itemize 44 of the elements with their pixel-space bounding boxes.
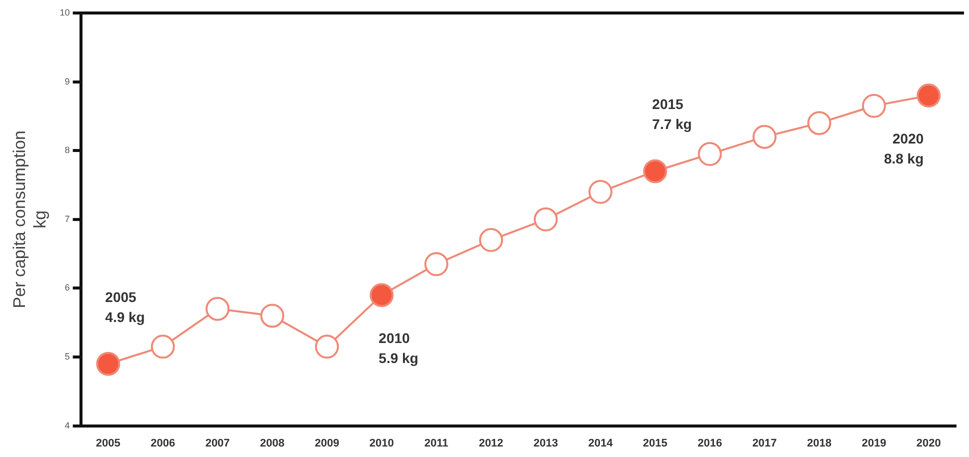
x-tick-label: 2009 bbox=[314, 437, 340, 450]
x-tick-label: 2018 bbox=[807, 437, 832, 450]
x-tick-label: 2005 bbox=[96, 437, 120, 450]
point bbox=[150, 334, 175, 359]
point bbox=[862, 94, 886, 118]
x-tick-label: 2007 bbox=[205, 437, 230, 450]
point bbox=[588, 180, 612, 204]
y-tick-label: 7 bbox=[64, 214, 70, 224]
point bbox=[370, 283, 394, 308]
x-tick-label: 2006 bbox=[150, 437, 176, 450]
x-tick-label: 2014 bbox=[588, 437, 614, 450]
y-axis-title: Per capita consumption kg bbox=[10, 130, 50, 308]
y-tick-label: 6 bbox=[64, 282, 70, 293]
x-tick-label: 2020 bbox=[916, 437, 941, 450]
x-tick-label: 2015 bbox=[642, 437, 668, 450]
point bbox=[916, 84, 941, 108]
point bbox=[752, 124, 777, 149]
point bbox=[96, 352, 120, 376]
x-tick-label: 2019 bbox=[862, 437, 886, 450]
point bbox=[807, 111, 832, 136]
point bbox=[643, 159, 668, 184]
y-tick-label: 4 bbox=[64, 420, 70, 430]
y-tick-label: 8 bbox=[64, 145, 70, 156]
y-tick-label: 5 bbox=[64, 351, 70, 362]
point bbox=[314, 334, 339, 359]
point bbox=[424, 252, 448, 276]
annotation: 2015 7.7 kg bbox=[652, 96, 692, 132]
annotation: 2005 4.9 kg bbox=[105, 288, 145, 325]
point bbox=[534, 207, 558, 232]
x-tick-label: 2016 bbox=[698, 437, 722, 450]
x-tick-label: 2012 bbox=[478, 437, 504, 450]
annotation: 2020 8.8 kg bbox=[884, 130, 924, 167]
point bbox=[206, 296, 230, 321]
x-tick-label: 2010 bbox=[369, 437, 394, 450]
x-tick-label: 2017 bbox=[752, 437, 777, 450]
point bbox=[260, 304, 284, 328]
x-tick-label: 2013 bbox=[534, 437, 558, 450]
y-tick-label: 9 bbox=[64, 76, 70, 86]
point bbox=[698, 142, 722, 166]
x-tick-label: 2011 bbox=[424, 437, 448, 450]
point bbox=[479, 228, 504, 252]
y-tick-label: 10 bbox=[60, 7, 70, 18]
x-tick-label: 2008 bbox=[260, 437, 284, 450]
annotation: 2010 5.9 kg bbox=[378, 330, 418, 366]
